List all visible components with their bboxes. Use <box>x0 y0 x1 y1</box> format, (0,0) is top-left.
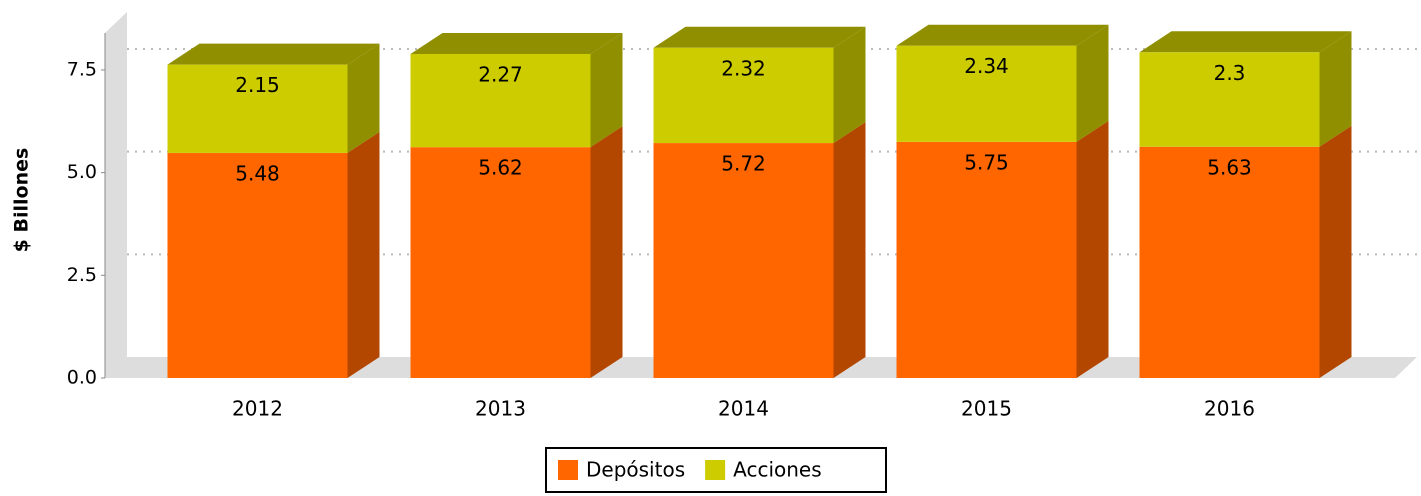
legend-swatch <box>558 460 578 480</box>
y-axis-label: $ Billones <box>11 148 33 253</box>
bar <box>653 143 834 378</box>
x-tick-label: 2014 <box>718 397 769 421</box>
value-label: 2.32 <box>721 56 766 80</box>
value-label: 5.75 <box>964 150 1009 174</box>
bar <box>167 64 348 153</box>
bar-side <box>347 43 380 153</box>
bar <box>167 152 348 378</box>
y-tick-label: 5.0 <box>67 161 97 183</box>
bar-side <box>590 32 623 148</box>
bar-top <box>1139 31 1352 53</box>
bar-top <box>410 32 623 54</box>
value-label: 2.3 <box>1214 61 1246 85</box>
value-label: 5.62 <box>478 156 523 180</box>
legend-label: Depósitos <box>586 458 685 482</box>
value-label: 2.27 <box>478 62 523 86</box>
bar <box>1139 146 1320 378</box>
legend: Depósitos Acciones <box>545 447 887 493</box>
bar <box>653 47 834 144</box>
bar-side <box>1319 125 1352 379</box>
y-tick-label: 0.0 <box>67 367 97 389</box>
bar-side <box>1319 31 1352 147</box>
bar-top <box>896 24 1109 46</box>
value-label: 5.48 <box>235 161 280 185</box>
value-label: 5.63 <box>1207 155 1252 179</box>
bar <box>896 141 1077 378</box>
bar <box>410 53 591 148</box>
bar-side <box>833 122 866 378</box>
side-wall <box>105 12 127 378</box>
x-tick-label: 2012 <box>232 397 283 421</box>
y-tick-label: 2.5 <box>67 264 97 286</box>
bar-side <box>1076 24 1109 142</box>
x-tick-label: 2016 <box>1204 397 1255 421</box>
legend-swatch <box>705 460 726 480</box>
bar <box>896 45 1077 142</box>
bar-top <box>653 26 866 48</box>
bar <box>1139 52 1320 147</box>
value-label: 2.15 <box>235 73 280 97</box>
value-label: 2.34 <box>964 54 1009 78</box>
legend-label: Acciones <box>733 458 822 482</box>
y-tick-label: 7.5 <box>67 58 97 80</box>
value-label: 5.72 <box>721 152 766 176</box>
x-tick-label: 2015 <box>961 397 1012 421</box>
bar-side <box>1076 120 1109 378</box>
bar-side <box>590 126 623 378</box>
bar-side <box>833 26 866 144</box>
bar <box>410 147 591 378</box>
bar-side <box>347 131 380 378</box>
x-tick-label: 2013 <box>475 397 526 421</box>
bar-top <box>167 43 380 65</box>
